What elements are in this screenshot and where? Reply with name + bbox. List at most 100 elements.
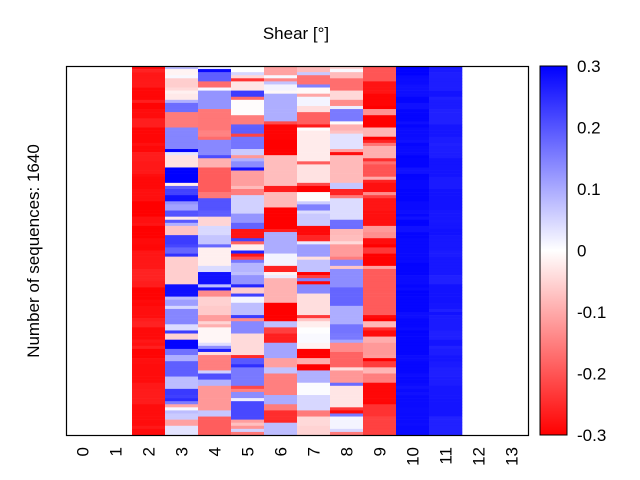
heatmap-cell	[297, 281, 331, 285]
heatmap-cell	[198, 367, 232, 371]
heatmap-cell	[297, 299, 331, 304]
heatmap-cell	[297, 324, 331, 328]
heatmap-cell	[330, 364, 364, 368]
heatmap-cell	[231, 253, 265, 257]
heatmap-cell	[198, 364, 232, 368]
heatmap-cell	[165, 259, 199, 264]
heatmap-cell	[231, 312, 265, 316]
heatmap-cell	[231, 210, 265, 214]
heatmap-cell	[330, 287, 364, 291]
heatmap-cell	[429, 127, 463, 131]
heatmap-cell	[198, 179, 232, 184]
heatmap-cell	[297, 428, 331, 433]
heatmap-cell	[132, 155, 166, 159]
heatmap-cell	[330, 318, 364, 322]
heatmap-cell	[198, 72, 232, 76]
heatmap-cell	[264, 121, 298, 125]
heatmap-cell	[429, 287, 463, 291]
heatmap-cell	[396, 72, 430, 76]
heatmap-cell	[330, 201, 364, 205]
heatmap-cell	[264, 130, 298, 134]
heatmap-cell	[132, 410, 166, 414]
heatmap-cell	[429, 179, 463, 184]
heatmap-cell	[330, 244, 364, 248]
heatmap-cell	[231, 167, 265, 171]
heatmap-cell	[330, 185, 364, 190]
heatmap-cell	[396, 355, 430, 359]
heatmap-cell	[429, 250, 463, 254]
heatmap-cell	[363, 105, 397, 110]
heatmap-cell	[396, 284, 430, 288]
heatmap-cell	[165, 189, 199, 193]
heatmap-cell	[198, 152, 232, 156]
heatmap-cell	[330, 428, 364, 433]
heatmap-cell	[231, 398, 265, 402]
heatmap-cell	[330, 69, 364, 73]
heatmap-cell	[429, 382, 463, 387]
heatmap-cell	[297, 391, 331, 396]
heatmap-cell	[132, 305, 166, 310]
heatmap-cell	[396, 385, 430, 390]
heatmap-cell	[396, 256, 430, 261]
heatmap-cell	[165, 364, 199, 368]
heatmap-cell	[297, 278, 331, 282]
heatmap-cell	[297, 102, 331, 107]
heatmap-cell	[396, 431, 430, 436]
heatmap-cell	[165, 355, 199, 359]
heatmap-cell	[231, 351, 265, 356]
x-tick-label: 12	[470, 447, 489, 466]
heatmap-cell	[165, 296, 199, 300]
heatmap-cell	[264, 342, 298, 347]
heatmap-cell	[429, 72, 463, 76]
heatmap-cell	[231, 69, 265, 73]
x-tick-label: 4	[206, 447, 225, 456]
heatmap-cell	[396, 75, 430, 79]
heatmap-cell	[198, 265, 232, 270]
heatmap-cell	[264, 305, 298, 310]
heatmap-cell	[231, 302, 265, 307]
heatmap-cell	[330, 167, 364, 171]
heatmap-cell	[297, 124, 331, 128]
heatmap-cell	[330, 81, 364, 85]
heatmap-cell	[264, 407, 298, 411]
heatmap-cell	[297, 275, 331, 279]
heatmap-cell	[165, 428, 199, 433]
heatmap-cell	[132, 124, 166, 128]
heatmap-cell	[363, 155, 397, 159]
heatmap-cell	[264, 364, 298, 368]
heatmap-cell	[132, 324, 166, 328]
heatmap-cell	[198, 302, 232, 307]
heatmap-cell	[396, 361, 430, 365]
heatmap-cell	[330, 351, 364, 356]
heatmap-cell	[363, 370, 397, 374]
heatmap-cell	[165, 407, 199, 411]
heatmap-cell	[264, 241, 298, 245]
heatmap-cell	[429, 419, 463, 423]
heatmap-cell	[231, 238, 265, 242]
heatmap-cell	[363, 367, 397, 371]
heatmap-cell	[132, 364, 166, 368]
heatmap-cell	[429, 93, 463, 98]
chart-title: Shear [°]	[263, 24, 329, 43]
x-tick-label: 6	[272, 447, 291, 456]
heatmap-cell	[297, 173, 331, 177]
heatmap-cell	[132, 167, 166, 171]
heatmap-cell	[198, 213, 232, 217]
heatmap-cell	[231, 324, 265, 328]
heatmap-cell	[297, 155, 331, 159]
heatmap-cell	[396, 152, 430, 156]
heatmap-cell	[297, 253, 331, 257]
heatmap-cell	[363, 278, 397, 282]
heatmap-cell	[330, 124, 364, 128]
heatmap-cell	[231, 72, 265, 76]
heatmap-cell	[264, 207, 298, 211]
heatmap-cell	[231, 370, 265, 374]
heatmap-cell	[297, 259, 331, 264]
heatmap-cell	[297, 312, 331, 316]
heatmap-cell	[330, 401, 364, 405]
heatmap-cell	[297, 105, 331, 110]
heatmap-cell	[165, 185, 199, 190]
heatmap-cell	[396, 293, 430, 297]
heatmap-cell	[330, 367, 364, 371]
heatmap-cell	[330, 164, 364, 168]
